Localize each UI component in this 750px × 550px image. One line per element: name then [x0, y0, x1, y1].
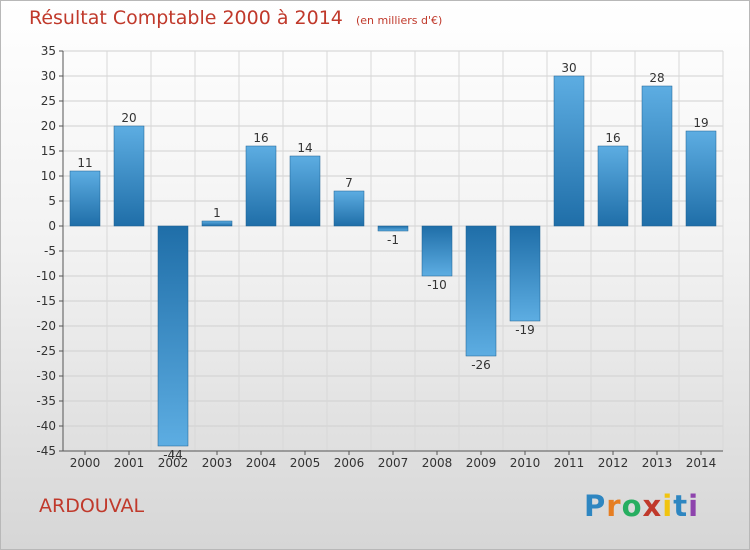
bar-2008: [421, 225, 453, 277]
y-tick-label: -35: [36, 394, 56, 408]
x-tick-label: 2000: [70, 456, 101, 470]
bar-2014: [685, 130, 717, 227]
y-tick-label: 30: [41, 69, 56, 83]
data-label: 28: [649, 71, 664, 85]
y-tick-label: 15: [41, 144, 56, 158]
bar-2001: [113, 125, 145, 227]
y-tick-label: 0: [48, 219, 56, 233]
bar-2006: [333, 190, 365, 227]
x-tick-label: 2012: [598, 456, 629, 470]
x-tick-label: 2007: [378, 456, 409, 470]
commune-name: ARDOUVAL: [39, 495, 145, 517]
y-tick-label: -10: [36, 269, 56, 283]
y-tick-label: 35: [41, 44, 56, 58]
y-tick-label: -40: [36, 419, 56, 433]
x-tick-label: 2009: [466, 456, 497, 470]
logo-letter: P: [584, 489, 607, 523]
bar-2007: [377, 225, 409, 232]
data-labels: 11 20 -44 1 16 14 7 -1 -10 -26 -19 30 16 28 19: [77, 61, 708, 462]
logo-letter: t: [673, 489, 689, 523]
chart-title: Résultat Comptable 2000 à 2014: [29, 7, 343, 29]
bar-2012: [597, 145, 629, 227]
y-tick-label: 25: [41, 94, 56, 108]
x-tick-label: 2011: [554, 456, 585, 470]
bar-2004: [245, 145, 277, 227]
data-label: 19: [693, 116, 708, 130]
data-label: 11: [77, 156, 92, 170]
x-tick-label: 2005: [290, 456, 321, 470]
data-label: -19: [515, 323, 535, 337]
x-tick-label: 2013: [642, 456, 673, 470]
logo-letter: i: [688, 489, 700, 523]
x-tick-label: 2008: [422, 456, 453, 470]
data-label: 1: [213, 206, 221, 220]
bar-2009: [465, 225, 497, 357]
y-tick-label: -25: [36, 344, 56, 358]
title-row: Résultat Comptable 2000 à 2014 (en milli…: [29, 7, 442, 29]
axes: 35 30 25 20 15 10 5 0 -5 -10 -15 -20 -25 -30 -35 -40 -45…: [36, 44, 723, 470]
data-label: 7: [345, 176, 353, 190]
data-label: -44: [163, 448, 183, 462]
data-label: -10: [427, 278, 447, 292]
data-label: -1: [387, 233, 399, 247]
y-tick-label: -45: [36, 444, 56, 458]
y-tick-label: -20: [36, 319, 56, 333]
bar-2003: [201, 220, 233, 227]
data-label: 20: [121, 111, 136, 125]
x-tick-label: 2014: [686, 456, 717, 470]
bar-2011: [553, 75, 585, 227]
y-tick-label: 5: [48, 194, 56, 208]
proxiti-logo: Proxiti: [584, 489, 699, 523]
x-tick-label: 2004: [246, 456, 277, 470]
bar-2013: [641, 85, 673, 227]
data-label: 30: [561, 61, 576, 75]
x-tick-label: 2001: [114, 456, 145, 470]
y-tick-label: 20: [41, 119, 56, 133]
data-label: 16: [253, 131, 268, 145]
y-tick-label: -30: [36, 369, 56, 383]
bar-2002: [157, 225, 189, 447]
data-label: -26: [471, 358, 491, 372]
bars: [69, 75, 717, 447]
data-label: 14: [297, 141, 312, 155]
logo-letter: o: [621, 489, 643, 523]
y-tick-label: 10: [41, 169, 56, 183]
x-tick-label: 2010: [510, 456, 541, 470]
bar-2000: [69, 170, 101, 227]
x-tick-label: 2003: [202, 456, 233, 470]
bar-2005: [289, 155, 321, 227]
logo-letter: i: [662, 489, 674, 523]
bar-2010: [509, 225, 541, 322]
x-tick-label: 2006: [334, 456, 365, 470]
data-label: 16: [605, 131, 620, 145]
logo-letter: x: [642, 489, 663, 523]
logo-letter: r: [606, 489, 622, 523]
x-tick-label: 2002: [158, 456, 189, 470]
chart-subtitle: (en milliers d'€): [355, 14, 443, 27]
y-tick-label: -15: [36, 294, 56, 308]
y-tick-label: -5: [44, 244, 56, 258]
